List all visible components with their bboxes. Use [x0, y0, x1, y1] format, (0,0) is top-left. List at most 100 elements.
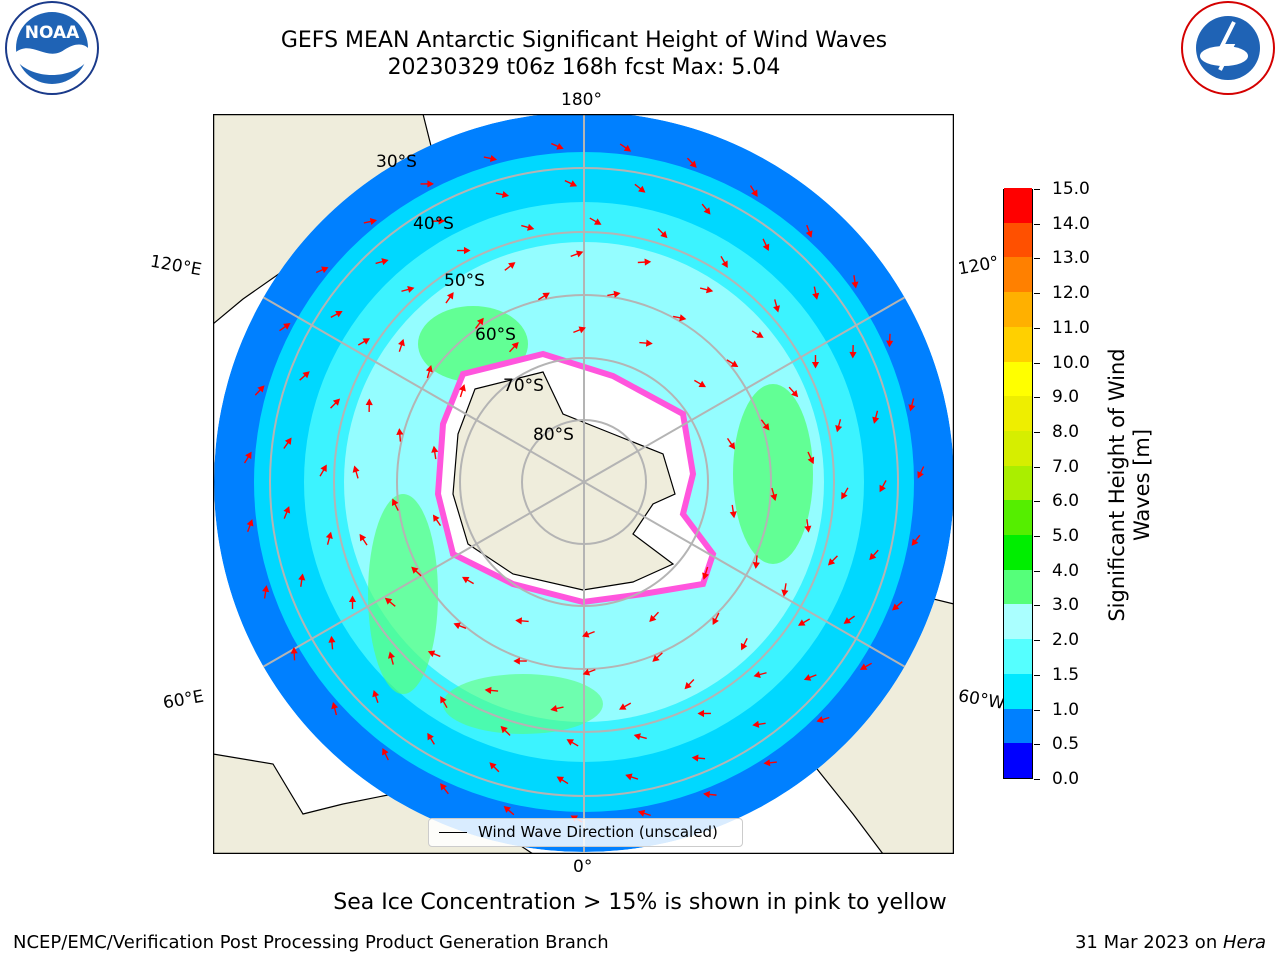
wave-direction-arrowhead	[556, 776, 565, 783]
colorbar-tick-label: 7.0	[1052, 456, 1080, 477]
wave-direction-arrowhead	[290, 646, 298, 654]
wave-direction-arrowhead	[359, 533, 367, 542]
wave-direction-arrowhead	[476, 317, 484, 326]
wave-direction-arrowhead	[513, 657, 520, 665]
wave-direction-arrowhead	[438, 217, 446, 225]
wave-direction-arrowhead	[527, 223, 535, 231]
colorbar-tick-label: 0.5	[1052, 734, 1080, 755]
colorbar-tick-label: 0.0	[1052, 769, 1080, 789]
colorbar-title: Significant Height of Wind Waves [m]	[1105, 348, 1155, 621]
wave-direction-arrowhead	[705, 286, 714, 294]
wave-direction-arrowhead	[384, 597, 393, 605]
wave-direction-arrowhead	[740, 642, 748, 651]
wave-direction-arrowhead	[644, 258, 652, 266]
colorbar-tick-label: 13.0	[1052, 248, 1090, 269]
colorbar-tick	[1034, 570, 1040, 572]
footer-date: 31 Mar 2023 on Hera	[1075, 932, 1266, 953]
wave-direction-arrowhead	[730, 360, 739, 368]
colorbar-segment	[1004, 361, 1032, 397]
lat-label-40: 40°S	[413, 214, 454, 234]
noaa-logo: NOAA	[2, 0, 102, 100]
colorbar-tick-label: 5.0	[1052, 526, 1080, 547]
wave-direction-arrowhead	[283, 323, 291, 330]
footer-host: Hera	[1222, 932, 1266, 953]
wave-direction-arrowhead	[328, 635, 336, 643]
lon-label-120e: 120°E	[148, 251, 204, 281]
wave-direction-arrowhead	[728, 442, 736, 450]
wave-direction-arrowhead	[489, 154, 498, 162]
wave-direction-arrowhead	[911, 538, 919, 546]
wave-direction-arrowhead	[262, 585, 270, 593]
wave-direction-arrowhead	[459, 384, 466, 392]
wave-direction-arrowhead	[411, 566, 419, 574]
colorbar-segment	[1004, 500, 1032, 536]
wave-direction-arrowhead	[679, 314, 687, 322]
colorbar-tick	[1034, 709, 1040, 711]
wave-direction-arrowhead	[431, 445, 439, 453]
wave-direction-arrowhead	[382, 747, 389, 756]
wave-direction-arrowhead	[618, 703, 627, 710]
wave-direction-arrowhead	[697, 709, 705, 718]
wave-direction-arrowhead	[381, 258, 389, 266]
wave-direction-arrowhead	[812, 292, 820, 300]
colorbar-segment	[1004, 569, 1032, 605]
wave-direction-arrowhead	[582, 630, 590, 638]
footer-date-text: 31 Mar 2023 on	[1074, 932, 1223, 953]
colorbar-tick	[1034, 223, 1040, 225]
wave-direction-arrowhead	[807, 456, 815, 465]
wave-direction-arrowhead	[427, 732, 434, 741]
wave-direction-arrowhead	[461, 576, 470, 584]
wave-direction-arrowhead	[841, 492, 848, 500]
wave-direction-arrowhead	[427, 650, 436, 658]
wave-direction-arrowhead	[835, 425, 843, 433]
wave-direction-arrowhead	[582, 668, 591, 676]
lat-label-80: 80°S	[533, 425, 574, 445]
wave-direction-arrowhead	[762, 243, 770, 252]
colorbar-tick	[1034, 640, 1040, 642]
wave-direction-arrowhead	[652, 654, 660, 662]
colorbar-tick-label: 2.0	[1052, 630, 1080, 651]
colorbar-tick	[1034, 466, 1040, 468]
wave-direction-arrowhead	[440, 696, 447, 704]
colorbar-tick	[1034, 779, 1040, 780]
colorbar-tick-label: 9.0	[1052, 387, 1080, 408]
wave-direction-arrowhead	[369, 218, 378, 226]
colorbar-tick	[1034, 327, 1040, 329]
wave-direction-arrowhead	[869, 552, 877, 561]
colorbar-tick	[1034, 674, 1040, 676]
wave-direction-arrowhead	[773, 305, 780, 313]
wave-direction-arrowhead	[798, 619, 806, 626]
colorbar-tick-label: 4.0	[1052, 560, 1080, 581]
wave-direction-arrowhead	[917, 471, 924, 479]
wave-direction-arrowhead	[362, 338, 370, 345]
wave-direction-arrowhead	[752, 720, 760, 728]
colorbar-title-line2: Waves [m]	[1130, 428, 1154, 542]
wave-direction-arrowhead	[566, 739, 574, 746]
colorbar-tick	[1034, 189, 1040, 190]
wave-direction-arrowhead	[500, 725, 508, 734]
wave-direction-arrowhead	[892, 603, 900, 611]
wave-direction-arrowhead	[569, 180, 578, 187]
wave-direction-arrowhead	[859, 663, 868, 670]
colorbar-segment	[1004, 465, 1032, 501]
footer-org: NCEP/EMC/Verification Post Processing Pr…	[13, 932, 609, 953]
colorbar-segment	[1004, 291, 1032, 327]
colorbar-tick-label: 11.0	[1052, 317, 1090, 338]
lat-label-60: 60°S	[475, 325, 516, 345]
wave-direction-arrowhead	[791, 389, 799, 398]
wave-direction-arrowhead	[489, 762, 497, 770]
wave-direction-arrowhead	[633, 733, 641, 741]
colorbar-tick	[1034, 258, 1040, 260]
wave-direction-arrowhead	[645, 339, 653, 347]
wave-direction-arrowhead	[396, 428, 404, 435]
chart-subtitle: 20230329 t06z 168h fcst Max: 5.04	[387, 55, 781, 80]
wave-direction-arrowhead	[703, 207, 711, 215]
wave-direction-arrowhead	[827, 558, 836, 566]
wave-direction-arrowhead	[762, 423, 770, 431]
wave-direction-arrowhead	[446, 292, 454, 300]
colorbar-segment	[1004, 326, 1032, 362]
wave-direction-arrowhead	[886, 340, 894, 348]
lon-label-60w: 60°W	[956, 686, 1007, 714]
wave-direction-arrowhead	[849, 351, 857, 359]
legend-line-sample	[439, 832, 467, 833]
